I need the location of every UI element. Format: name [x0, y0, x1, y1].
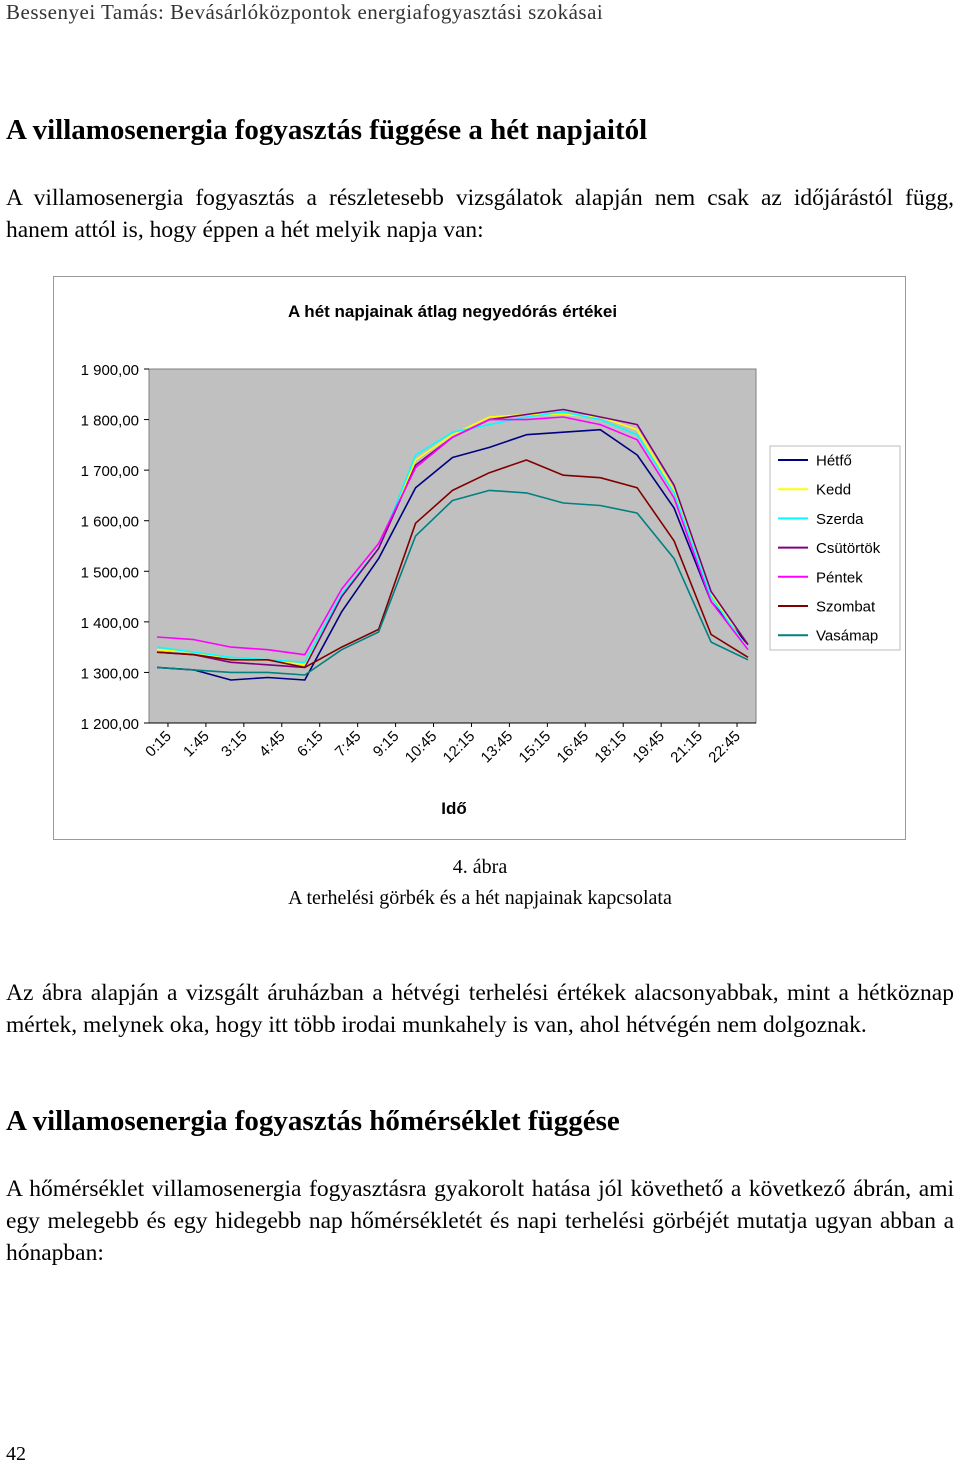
x-tick-label: 0:15 [142, 728, 175, 761]
section-heading-weekdays: A villamosenergia fogyasztás függése a h… [6, 114, 648, 146]
running-header: Bessenyei Tamás: Bevásárlóközpontok ener… [6, 0, 604, 24]
x-tick-label: 15:15 [516, 728, 555, 767]
y-tick-label: 1 500,00 [81, 564, 139, 581]
y-tick-label: 1 300,00 [81, 665, 139, 682]
y-tick-label: 1 200,00 [81, 716, 139, 733]
x-tick-label: 16:45 [554, 728, 593, 767]
body-paragraph-weekend: Az ábra alapján a vizsgált áruházban a h… [6, 980, 954, 1038]
x-tick-label: 18:15 [591, 728, 630, 767]
x-tick-label: 7:45 [332, 728, 365, 761]
x-tick-label: 12:15 [440, 728, 479, 767]
x-tick-label: 9:15 [370, 728, 403, 761]
figure-caption: A terhelési görbék és a hét napjainak ka… [288, 887, 672, 909]
y-tick-label: 1 800,00 [81, 413, 139, 430]
series-line-szombat [156, 459, 749, 669]
x-tick-label: 22:45 [705, 728, 744, 767]
x-tick-label: 21:15 [667, 728, 706, 767]
legend-label: Szombat [816, 599, 876, 616]
legend-label: Hétfő [816, 453, 852, 470]
load-curve-chart: A hét napjainak átlag negyedórás értékei… [81, 302, 901, 818]
x-axis-title: Idő [441, 799, 467, 818]
y-tick-label: 1 700,00 [81, 463, 139, 480]
series-line-hétfő [156, 428, 749, 681]
y-tick-label: 1 600,00 [81, 514, 139, 531]
legend-label: Kedd [816, 482, 851, 499]
chart-frame: A hét napjainak átlag negyedórás értékei… [53, 276, 906, 840]
legend-label: Vasámap [816, 628, 878, 645]
legend-label: Péntek [816, 569, 863, 586]
x-tick-label: 4:45 [256, 728, 289, 761]
figure-number: 4. ábra [452, 856, 508, 878]
series-line-vasámap [156, 489, 749, 676]
chart-title: A hét napjainak átlag negyedórás értékei [288, 302, 617, 321]
x-tick-label: 13:45 [478, 728, 517, 767]
plot-area [148, 368, 757, 724]
page-number: 42 [6, 1443, 26, 1465]
y-tick-label: 1 400,00 [81, 615, 139, 632]
x-tick-label: 3:15 [218, 728, 251, 761]
x-tick-label: 6:15 [294, 728, 327, 761]
series-line-péntek [156, 416, 749, 656]
series-line-szerda [156, 411, 749, 664]
y-tick-label: 1 900,00 [81, 362, 139, 379]
section-heading-temperature: A villamosenergia fogyasztás hőmérséklet… [6, 1105, 620, 1137]
legend-label: Csütörtök [816, 540, 881, 557]
body-paragraph-temperature: A hőmérséklet villamosenergia fogyasztás… [6, 1176, 954, 1266]
intro-paragraph: A villamosenergia fogyasztás a részletes… [6, 185, 954, 243]
x-tick-label: 10:45 [402, 728, 441, 767]
legend-label: Szerda [816, 511, 864, 528]
x-tick-label: 1:45 [180, 728, 213, 761]
x-tick-label: 19:45 [629, 728, 668, 767]
